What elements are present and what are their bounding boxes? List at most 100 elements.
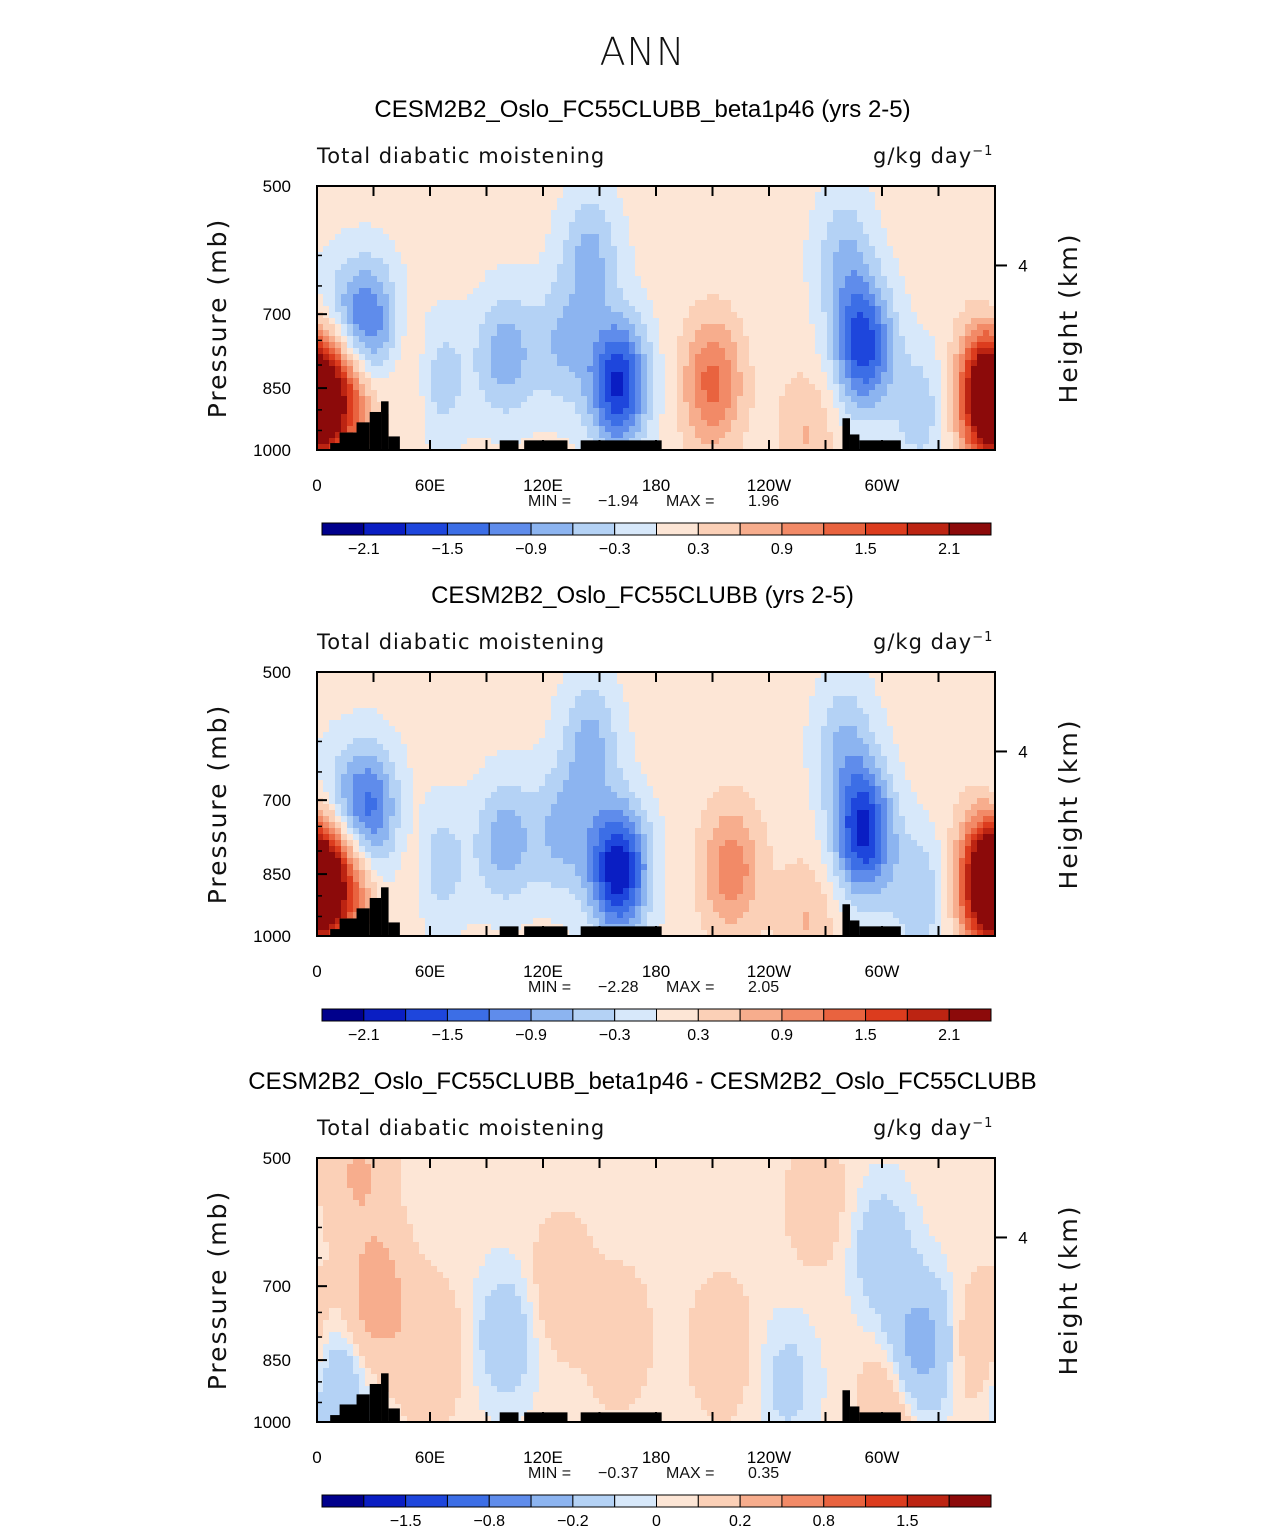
contour-cell (803, 216, 810, 223)
contour-cell (479, 432, 486, 439)
contour-cell (647, 336, 654, 343)
topography-block (381, 401, 389, 450)
contour-cell (647, 234, 654, 241)
contour-cell (497, 360, 504, 367)
contour-cell (587, 432, 594, 439)
contour-cell (383, 360, 390, 367)
contour-cell (419, 444, 426, 450)
contour-cell (497, 372, 504, 379)
contour-cell (413, 198, 420, 205)
contour-cell (851, 264, 858, 271)
contour-cell (977, 354, 984, 361)
contour-cell (701, 372, 708, 379)
contour-cell (437, 402, 444, 409)
contour-cell (911, 228, 918, 235)
contour-cell (635, 390, 642, 397)
contour-cell (461, 390, 468, 397)
contour-cell (611, 234, 618, 241)
contour-cell (935, 306, 942, 313)
contour-cell (851, 300, 858, 307)
contour-cell (635, 270, 642, 277)
contour-cell (695, 366, 702, 373)
contour-cell (653, 420, 660, 427)
contour-cell (659, 210, 666, 217)
contour-cell (437, 300, 444, 307)
contour-cell (839, 252, 846, 259)
contour-cell (815, 384, 822, 391)
contour-cell (455, 222, 462, 229)
contour-cell (335, 306, 342, 313)
contour-cell (911, 336, 918, 343)
contour-cell (665, 288, 672, 295)
contour-cell (557, 396, 564, 403)
contour-cell (929, 300, 936, 307)
contour-cell (731, 288, 738, 295)
contour-cell (353, 276, 360, 283)
contour-cell (797, 324, 804, 331)
contour-cell (395, 300, 402, 307)
contour-cell (677, 360, 684, 367)
contour-cell (323, 348, 330, 355)
contour-cell (407, 444, 414, 450)
contour-cell (893, 240, 900, 247)
contour-cell (419, 366, 426, 373)
contour-cell (443, 438, 450, 445)
contour-cell (437, 438, 444, 445)
contour-cell (317, 264, 324, 271)
contour-cell (845, 234, 852, 241)
contour-cell (353, 366, 360, 373)
contour-cell (641, 300, 648, 307)
contour-cell (839, 192, 846, 199)
contour-cell (653, 402, 660, 409)
contour-cell (773, 432, 780, 439)
contour-cell (599, 246, 606, 253)
contour-cell (389, 258, 396, 265)
contour-cell (725, 318, 732, 325)
contour-cell (863, 234, 870, 241)
contour-cell (803, 246, 810, 253)
contour-cell (899, 420, 906, 427)
contour-cell (617, 228, 624, 235)
contour-cell (395, 408, 402, 415)
contour-cell (353, 306, 360, 313)
contour-cell (983, 372, 990, 379)
contour-cell (617, 432, 624, 439)
contour-cell (779, 294, 786, 301)
contour-cell (869, 402, 876, 409)
contour-cell (359, 276, 366, 283)
contour-cell (839, 294, 846, 301)
contour-cell (611, 300, 618, 307)
contour-cell (989, 300, 995, 307)
contour-cell (869, 372, 876, 379)
contour-cell (635, 246, 642, 253)
contour-cell (461, 408, 468, 415)
contour-cell (359, 300, 366, 307)
contour-cell (761, 348, 768, 355)
contour-cell (785, 402, 792, 409)
contour-cell (983, 390, 990, 397)
contour-cell (617, 336, 624, 343)
contour-cell (941, 414, 948, 421)
contour-cell (521, 366, 528, 373)
contour-cell (425, 324, 432, 331)
contour-cell (521, 402, 528, 409)
contour-cell (425, 294, 432, 301)
contour-cell (875, 222, 882, 229)
contour-cell (749, 390, 756, 397)
contour-cell (677, 324, 684, 331)
contour-cell (599, 390, 606, 397)
contour-cell (599, 240, 606, 247)
contour-cell (533, 420, 540, 427)
contour-cell (851, 276, 858, 283)
contour-cell (317, 366, 324, 373)
contour-cell (725, 420, 732, 427)
contour-cell (725, 366, 732, 373)
contour-cell (377, 408, 384, 415)
contour-cell (611, 384, 618, 391)
contour-cell (959, 198, 966, 205)
contour-cell (659, 222, 666, 229)
contour-cell (869, 288, 876, 295)
contour-cell (347, 348, 354, 355)
contour-cell (833, 282, 840, 289)
contour-cell (329, 192, 336, 199)
